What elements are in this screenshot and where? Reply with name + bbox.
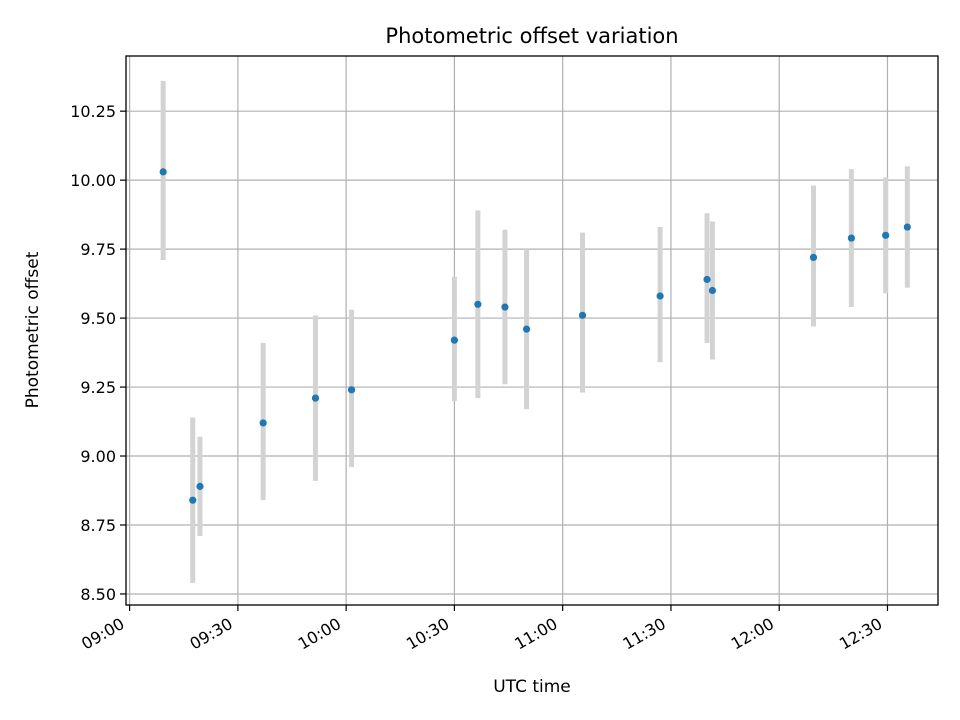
- x-tick-label: 10:30: [403, 614, 452, 654]
- data-point: [311, 394, 320, 402]
- y-tick-label: 9.00: [80, 447, 116, 466]
- data-point: [259, 419, 267, 427]
- data-point: [159, 168, 167, 176]
- data-points: [159, 168, 911, 504]
- y-axis: 8.50 8.75 9.00 9.25 9.50 9.75 10.00 10.25: [70, 102, 126, 604]
- data-point: [522, 325, 531, 333]
- data-point: [189, 496, 197, 504]
- data-point: [703, 275, 711, 284]
- x-tick-label: 11:30: [620, 614, 669, 654]
- plot-area-frame: [125, 55, 939, 606]
- y-tick-label: 10.00: [70, 171, 116, 190]
- data-point: [196, 482, 204, 490]
- data-point: [501, 303, 509, 311]
- x-axis: 09:00 09:30 10:00 10:30 11:00 11:30 12:00 12:30: [78, 605, 889, 654]
- data-point: [708, 286, 717, 295]
- x-tick-label: 09:30: [186, 614, 235, 654]
- data-point: [450, 336, 459, 344]
- data-point: [903, 223, 911, 231]
- data-point: [347, 386, 356, 394]
- x-tick-label: 10:00: [295, 614, 344, 654]
- x-tick-label: 11:00: [511, 614, 560, 654]
- y-tick-label: 8.75: [80, 516, 116, 535]
- y-tick-label: 9.75: [80, 240, 116, 259]
- data-point: [578, 311, 587, 319]
- x-tick-label: 12:30: [836, 614, 885, 654]
- chart-title: Photometric offset variation: [385, 24, 678, 48]
- y-tick-label: 10.25: [70, 102, 116, 121]
- data-point: [474, 300, 482, 308]
- y-tick-label: 8.50: [80, 585, 116, 604]
- gridlines: [126, 56, 938, 605]
- y-tick-label: 9.50: [80, 309, 116, 328]
- data-point: [847, 234, 855, 242]
- x-tick-label: 09:00: [78, 614, 127, 654]
- data-point: [882, 231, 890, 239]
- data-point: [809, 253, 818, 261]
- y-tick-label: 9.25: [80, 378, 116, 397]
- x-tick-label: 12:00: [728, 614, 777, 654]
- y-axis-label: Photometric offset: [23, 251, 43, 408]
- data-point: [656, 292, 664, 300]
- x-axis-label: UTC time: [493, 677, 571, 697]
- error-bars: [160, 80, 910, 583]
